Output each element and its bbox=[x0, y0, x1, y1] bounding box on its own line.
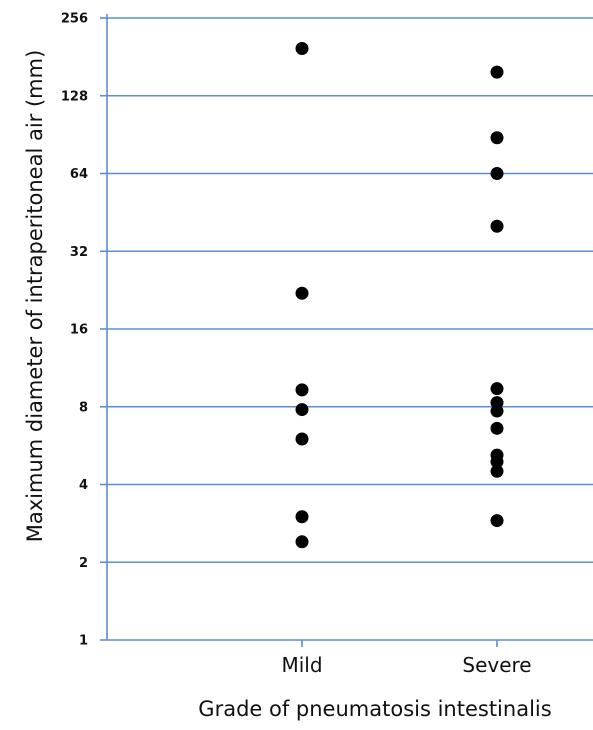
point-mild-7 bbox=[295, 535, 309, 549]
point-severe-3 bbox=[490, 167, 504, 180]
point-severe-4 bbox=[490, 219, 504, 233]
point-severe-12 bbox=[490, 514, 504, 528]
y-tick-label-16: 16 bbox=[70, 323, 88, 338]
data-points bbox=[295, 42, 504, 549]
y-tick-label-128: 128 bbox=[61, 89, 88, 104]
point-severe-2 bbox=[490, 131, 504, 145]
point-severe-11 bbox=[490, 464, 504, 478]
point-severe-5 bbox=[490, 382, 504, 396]
y-axis-title: Maximum diameter of intraperitoneal air … bbox=[23, 50, 47, 543]
point-severe-10 bbox=[490, 455, 504, 469]
x-category-labels: Mild Severe bbox=[281, 653, 531, 677]
y-tick-label-2: 2 bbox=[79, 556, 88, 571]
point-severe-8 bbox=[490, 421, 504, 435]
axes bbox=[100, 14, 593, 647]
y-tick-label-4: 4 bbox=[79, 478, 88, 493]
point-mild-2 bbox=[295, 286, 309, 300]
point-mild-3 bbox=[295, 383, 309, 397]
point-severe-7 bbox=[490, 404, 504, 418]
point-mild-5 bbox=[295, 432, 309, 446]
y-tick-labels: 1 2 4 8 16 32 64 128 256 bbox=[61, 12, 88, 649]
y-tick-label-1: 1 bbox=[79, 634, 88, 649]
y-tick-label-32: 32 bbox=[70, 245, 88, 260]
gridlines bbox=[107, 17, 593, 564]
x-axis-title: Grade of pneumatosis intestinalis bbox=[198, 697, 551, 721]
y-tick-label-8: 8 bbox=[79, 400, 88, 415]
point-mild-6 bbox=[295, 510, 309, 524]
x-category-label-mild: Mild bbox=[281, 653, 322, 677]
point-mild-4 bbox=[295, 403, 309, 417]
y-tick-label-64: 64 bbox=[70, 167, 88, 182]
y-tick-label-256: 256 bbox=[61, 12, 88, 27]
point-mild-1 bbox=[295, 42, 309, 56]
point-severe-1 bbox=[490, 65, 504, 79]
x-category-label-severe: Severe bbox=[462, 653, 531, 677]
